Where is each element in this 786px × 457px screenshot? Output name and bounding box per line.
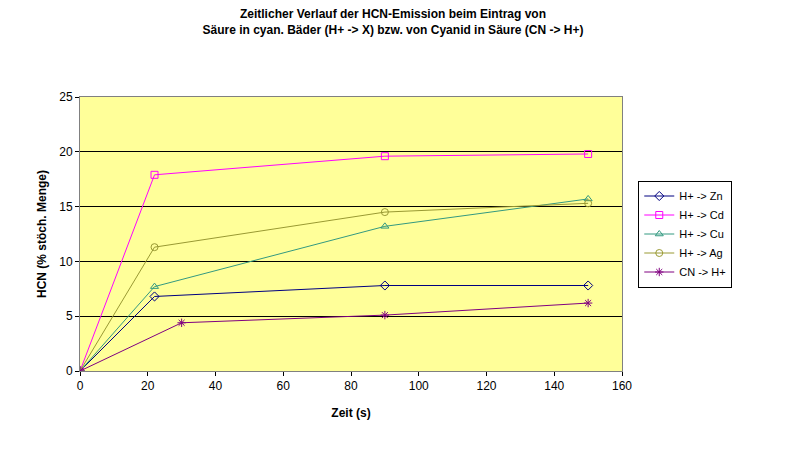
svg-text:140: 140: [544, 379, 564, 393]
svg-text:5: 5: [66, 309, 73, 323]
svg-text:40: 40: [209, 379, 223, 393]
svg-text:H+ -> Cd: H+ -> Cd: [679, 209, 724, 221]
svg-text:80: 80: [344, 379, 358, 393]
svg-text:100: 100: [409, 379, 429, 393]
svg-text:10: 10: [59, 255, 73, 269]
svg-text:Zeitlicher Verlauf der HCN-Emi: Zeitlicher Verlauf der HCN-Emission beim…: [203, 7, 584, 37]
svg-text:15: 15: [59, 200, 73, 214]
svg-text:Zeit (s): Zeit (s): [331, 406, 370, 420]
svg-text:0: 0: [66, 364, 73, 378]
svg-text:HCN (% stöch. Menge): HCN (% stöch. Menge): [35, 170, 49, 298]
svg-text:H+ -> Cu: H+ -> Cu: [679, 228, 724, 240]
svg-text:60: 60: [277, 379, 291, 393]
svg-text:H+ -> Ag: H+ -> Ag: [679, 247, 722, 259]
svg-text:H+ -> Zn: H+ -> Zn: [679, 190, 722, 202]
svg-text:160: 160: [612, 379, 632, 393]
svg-text:20: 20: [59, 145, 73, 159]
svg-text:0: 0: [77, 379, 84, 393]
svg-text:20: 20: [141, 379, 155, 393]
svg-text:120: 120: [476, 379, 496, 393]
svg-text:CN -> H+: CN -> H+: [679, 266, 725, 278]
svg-text:25: 25: [59, 90, 73, 104]
